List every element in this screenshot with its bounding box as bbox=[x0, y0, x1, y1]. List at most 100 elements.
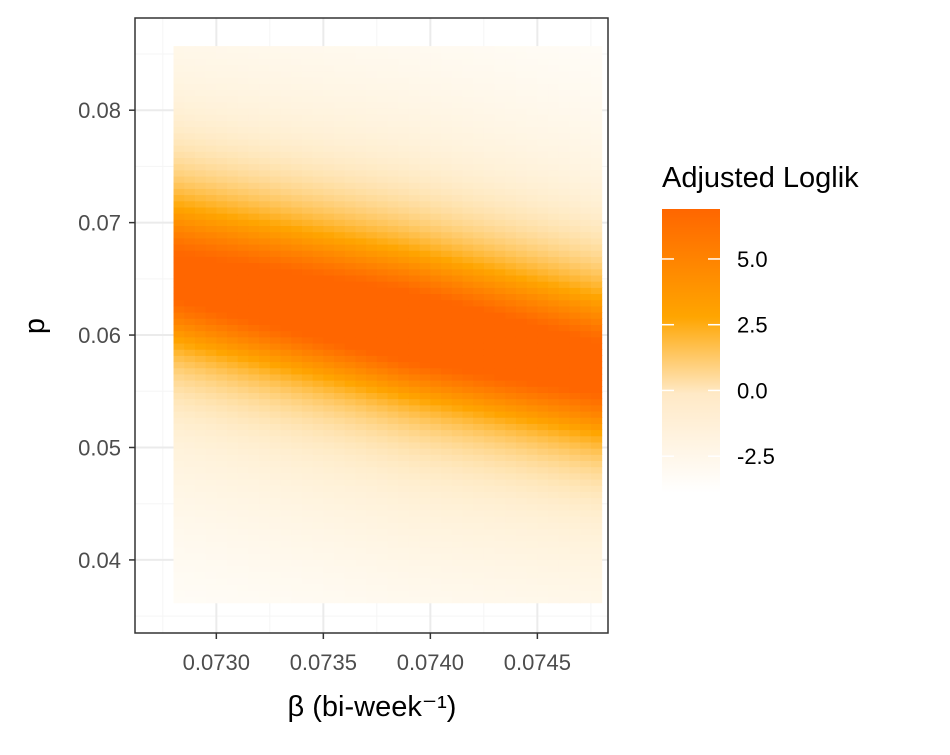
heatmap-cell bbox=[237, 330, 250, 338]
heatmap-cell bbox=[515, 83, 528, 90]
heatmap-cell bbox=[344, 182, 357, 189]
heatmap-cell bbox=[473, 404, 485, 412]
heatmap-cell bbox=[323, 64, 335, 72]
heatmap-cell bbox=[355, 559, 367, 567]
heatmap-cell bbox=[376, 472, 389, 480]
heatmap-cell bbox=[355, 392, 367, 400]
heatmap-cell bbox=[441, 516, 453, 523]
heatmap-cell bbox=[569, 219, 581, 227]
heatmap-cell bbox=[355, 268, 367, 276]
heatmap-cell bbox=[408, 373, 421, 381]
heatmap-cell bbox=[408, 64, 421, 72]
heatmap-cell bbox=[323, 163, 335, 171]
heatmap-cell bbox=[441, 262, 453, 270]
heatmap-cell bbox=[569, 250, 581, 257]
heatmap-cell bbox=[387, 107, 399, 115]
heatmap-cell bbox=[237, 138, 250, 146]
heatmap-cell bbox=[398, 101, 410, 109]
heatmap-cell bbox=[505, 145, 517, 152]
heatmap-cell bbox=[323, 559, 335, 567]
heatmap-cell bbox=[387, 163, 399, 171]
heatmap-cell bbox=[173, 466, 185, 474]
heatmap-cell bbox=[548, 571, 560, 579]
heatmap-cell bbox=[280, 497, 292, 505]
heatmap-cell bbox=[483, 145, 496, 152]
heatmap-cell bbox=[259, 200, 271, 208]
heatmap-cell bbox=[398, 516, 410, 523]
heatmap-cell bbox=[259, 163, 271, 171]
heatmap-cell bbox=[441, 466, 453, 474]
heatmap-cell bbox=[494, 534, 506, 542]
heatmap-cell bbox=[494, 553, 506, 560]
heatmap-cell bbox=[259, 145, 271, 152]
heatmap-cell bbox=[194, 522, 207, 530]
heatmap-cell bbox=[344, 478, 357, 486]
heatmap-cell bbox=[526, 577, 538, 585]
heatmap-cell bbox=[227, 169, 239, 177]
heatmap-cell bbox=[259, 460, 271, 468]
heatmap-cell bbox=[216, 404, 228, 412]
heatmap-cell bbox=[291, 318, 303, 325]
heatmap-cell bbox=[505, 559, 517, 567]
heatmap-cell bbox=[173, 485, 185, 492]
heatmap-cell bbox=[430, 293, 442, 301]
heatmap-cell bbox=[227, 398, 239, 406]
heatmap-cell bbox=[237, 590, 250, 598]
x-axis-title: β (bi-week⁻¹) bbox=[288, 691, 457, 723]
heatmap-cell bbox=[301, 528, 314, 536]
heatmap-cell bbox=[580, 299, 592, 307]
heatmap-cell bbox=[494, 107, 506, 115]
heatmap-cell bbox=[280, 429, 292, 437]
heatmap-cell bbox=[473, 540, 485, 548]
heatmap-cell bbox=[291, 299, 303, 307]
heatmap-cell bbox=[301, 522, 314, 530]
heatmap-cell bbox=[387, 503, 399, 511]
heatmap-cell bbox=[548, 516, 560, 523]
heatmap-cell bbox=[355, 64, 367, 72]
heatmap-cell bbox=[569, 509, 581, 517]
heatmap-cell bbox=[334, 460, 346, 468]
heatmap-cell bbox=[355, 256, 367, 264]
heatmap-cell bbox=[323, 497, 335, 505]
heatmap-cell bbox=[398, 565, 410, 573]
heatmap-cell bbox=[376, 503, 389, 511]
heatmap-cell bbox=[291, 491, 303, 499]
heatmap-cell bbox=[280, 472, 292, 480]
heatmap-cell bbox=[334, 584, 346, 591]
heatmap-cell bbox=[462, 410, 474, 418]
heatmap-cell bbox=[280, 584, 292, 591]
heatmap-cell bbox=[184, 454, 196, 462]
heatmap-cell bbox=[580, 77, 592, 84]
heatmap-cell bbox=[344, 460, 357, 468]
heatmap-cell bbox=[590, 553, 603, 560]
heatmap-cell bbox=[398, 200, 410, 208]
heatmap-cell bbox=[323, 138, 335, 146]
heatmap-cell bbox=[205, 454, 217, 462]
heatmap-cell bbox=[216, 559, 228, 567]
heatmap-cell bbox=[451, 151, 464, 159]
heatmap-cell bbox=[515, 107, 528, 115]
heatmap-cell bbox=[355, 546, 367, 554]
heatmap-cell bbox=[194, 392, 207, 400]
heatmap-cell bbox=[301, 429, 314, 437]
heatmap-cell bbox=[483, 77, 496, 84]
heatmap-cell bbox=[227, 231, 239, 239]
heatmap-cell bbox=[205, 417, 217, 424]
heatmap-cell bbox=[548, 528, 560, 536]
heatmap-cell bbox=[430, 194, 442, 202]
heatmap-cell bbox=[580, 225, 592, 233]
heatmap-cell bbox=[194, 145, 207, 152]
heatmap-cell bbox=[366, 287, 378, 295]
heatmap-cell bbox=[366, 472, 378, 480]
heatmap-cell bbox=[548, 342, 560, 350]
heatmap-cell bbox=[216, 151, 228, 159]
heatmap-cell bbox=[344, 349, 357, 356]
heatmap-cell bbox=[494, 95, 506, 103]
heatmap-cell bbox=[344, 138, 357, 146]
heatmap-cell bbox=[590, 478, 603, 486]
heatmap-cell bbox=[483, 429, 496, 437]
heatmap-cell bbox=[494, 64, 506, 72]
heatmap-cell bbox=[580, 293, 592, 301]
heatmap-cell bbox=[580, 435, 592, 443]
heatmap-cell bbox=[558, 138, 571, 146]
